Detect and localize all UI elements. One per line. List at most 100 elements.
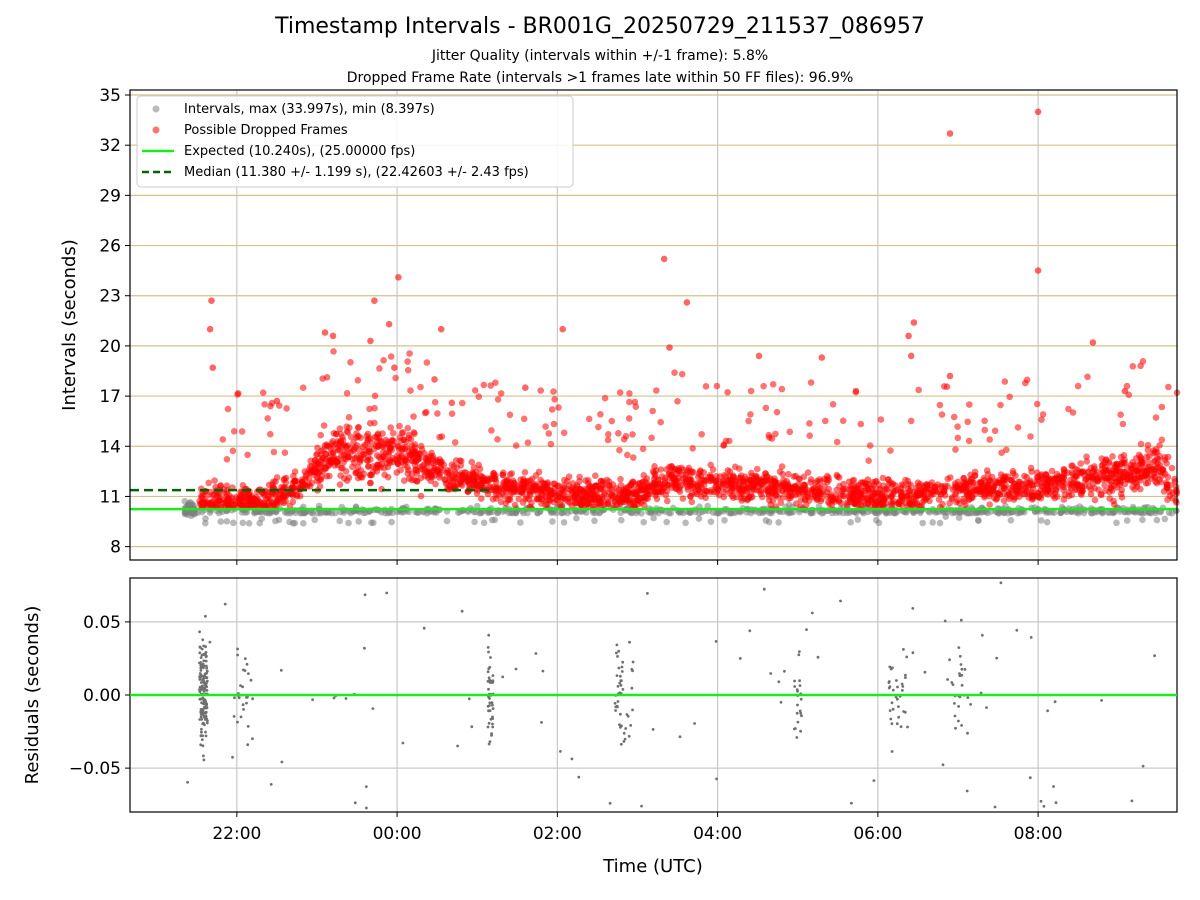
residual-point xyxy=(371,707,375,710)
dropped-frame-point xyxy=(1163,481,1171,489)
dropped-frame-point xyxy=(329,438,337,445)
dropped-frame-point xyxy=(222,502,229,509)
dropped-frame-point xyxy=(877,416,885,423)
dropped-frame-point xyxy=(777,499,785,507)
dropped-frame-point xyxy=(852,387,860,395)
intervals-points xyxy=(181,108,1181,527)
dropped-frame-point xyxy=(199,499,206,507)
intervals-x-ticks xyxy=(236,560,1039,565)
dropped-frame-point xyxy=(720,488,728,496)
interval-point xyxy=(695,515,703,522)
interval-point xyxy=(534,509,541,517)
residual-point xyxy=(204,659,208,663)
dropped-frame-point xyxy=(565,473,573,481)
dropped-frame-point xyxy=(1060,483,1068,491)
residual-point xyxy=(200,738,204,741)
dropped-frame-point xyxy=(404,366,412,374)
dropped-frame-point xyxy=(800,473,808,481)
residual-point xyxy=(199,681,203,684)
dropped-frame-point xyxy=(1086,483,1093,491)
dropped-frame-point xyxy=(208,297,215,305)
dropped-frame-point xyxy=(769,381,777,388)
dropped-frame-point xyxy=(626,398,633,406)
residual-point xyxy=(198,645,202,649)
dropped-frame-point xyxy=(1091,463,1098,470)
dropped-frame-point xyxy=(1156,442,1163,449)
dropped-frame-point xyxy=(822,417,829,425)
dropped-frame-point xyxy=(846,495,854,503)
dropped-frame-point xyxy=(585,490,592,498)
residual-point xyxy=(353,801,357,805)
dropped-frame-point xyxy=(198,494,206,502)
dropped-frame-point xyxy=(554,483,561,490)
dropped-frame-point xyxy=(1159,466,1167,474)
residual-point xyxy=(793,685,797,688)
dropped-frame-point xyxy=(1064,469,1071,477)
dropped-frame-point xyxy=(524,439,532,447)
dropped-frame-point xyxy=(417,492,425,500)
dropped-frame-point xyxy=(307,457,315,465)
residual-point xyxy=(895,679,898,682)
dropped-frame-point xyxy=(1083,458,1091,465)
dropped-frame-point xyxy=(847,483,854,490)
residual-point xyxy=(795,688,799,692)
dropped-frame-point xyxy=(597,477,605,485)
dropped-frame-point xyxy=(1137,485,1144,493)
interval-point xyxy=(223,518,231,525)
dropped-frame-point xyxy=(807,479,814,486)
residual-point xyxy=(487,709,490,713)
residual-point xyxy=(205,721,209,725)
dropped-frame-point xyxy=(364,436,371,444)
dropped-frame-point xyxy=(689,445,696,452)
residual-point xyxy=(332,696,336,700)
interval-point xyxy=(1161,515,1169,523)
interval-point xyxy=(511,508,519,516)
residuals-panel: −0.05 0.00 0.05 22:00 00:00 02:00 04:00 06:00 0… xyxy=(22,577,1178,877)
dropped-frame-point xyxy=(608,417,616,425)
dropped-frame-point xyxy=(1161,456,1169,464)
dropped-frame-point xyxy=(385,320,393,328)
residual-point xyxy=(630,667,634,671)
interval-point xyxy=(355,518,363,525)
dropped-frame-point xyxy=(737,490,744,498)
dropped-frame-point xyxy=(544,496,551,504)
dropped-frame-point xyxy=(426,469,433,477)
dropped-frame-point xyxy=(829,401,837,408)
dropped-frame-point xyxy=(818,354,826,361)
residual-point xyxy=(540,721,543,724)
residual-point xyxy=(887,680,891,683)
dropped-frame-point xyxy=(936,401,944,409)
dropped-frame-point xyxy=(412,458,420,465)
residual-point xyxy=(619,725,622,729)
residual-point xyxy=(204,703,208,707)
interval-point xyxy=(1109,509,1116,517)
dropped-frame-point xyxy=(334,438,341,445)
dropped-frame-point xyxy=(1095,486,1102,494)
residual-point xyxy=(890,750,894,753)
residual-point xyxy=(514,667,518,671)
interval-point xyxy=(743,509,751,516)
interval-point xyxy=(267,509,275,516)
residual-point xyxy=(205,679,209,683)
interval-point xyxy=(488,516,496,524)
intervals-axes-frame xyxy=(129,89,1178,561)
dropped-frame-point xyxy=(664,497,671,505)
interval-point xyxy=(517,519,524,526)
interval-point xyxy=(975,517,982,524)
residual-point xyxy=(246,725,250,728)
residual-point xyxy=(1052,785,1055,788)
dropped-frame-point xyxy=(367,337,374,345)
residuals-y-tick-label: 0.00 xyxy=(83,686,121,706)
dropped-frame-point xyxy=(313,451,320,459)
residual-point xyxy=(204,715,208,718)
dropped-frame-point xyxy=(1150,458,1158,466)
dropped-frame-point xyxy=(786,428,794,436)
dropped-frame-point xyxy=(905,481,912,489)
dropped-frame-point xyxy=(289,479,297,487)
dropped-frame-point xyxy=(336,425,344,433)
dropped-frame-point xyxy=(1079,487,1086,495)
residual-point xyxy=(202,680,206,684)
residual-point xyxy=(798,679,801,683)
residual-point xyxy=(783,669,786,673)
legend-marker-intervals xyxy=(152,105,160,113)
